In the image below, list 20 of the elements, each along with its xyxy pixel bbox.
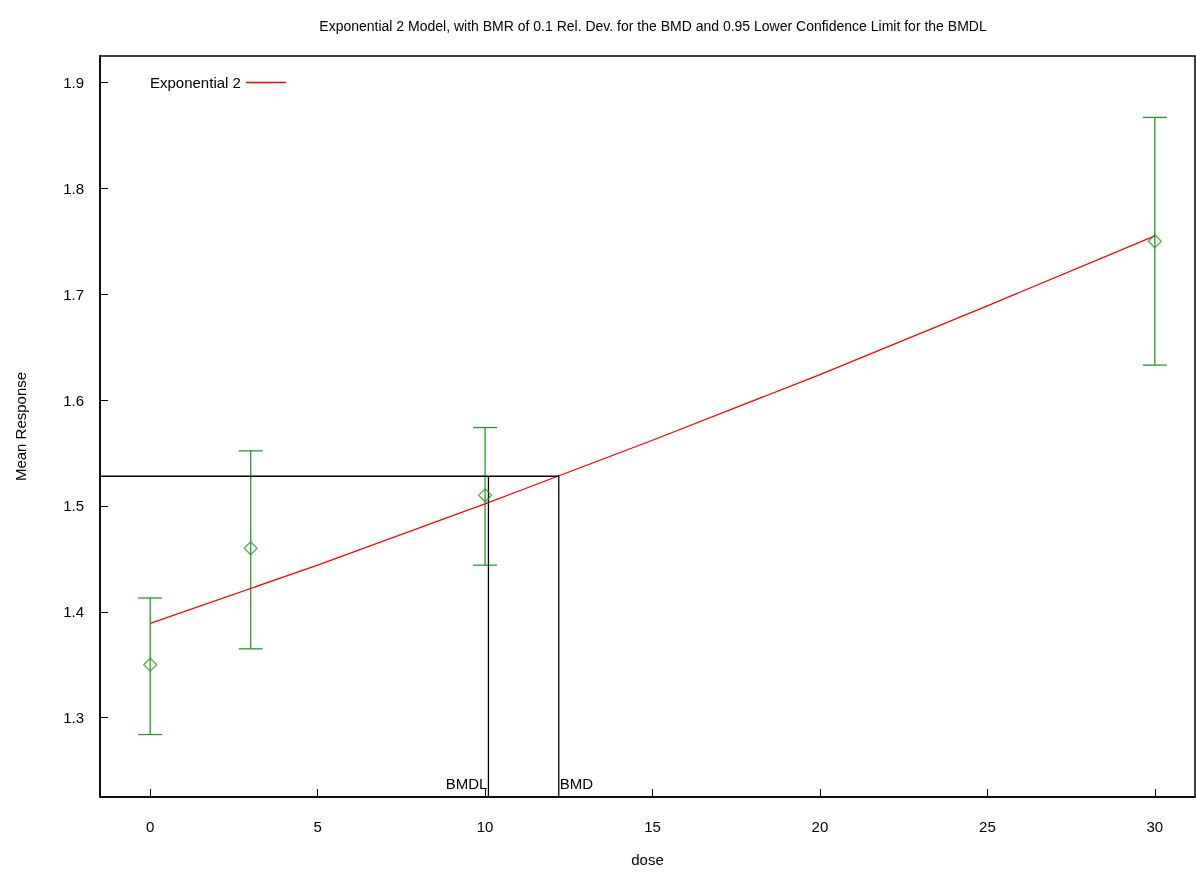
legend-label: Exponential 2 (149, 74, 241, 91)
y-axis-title: Mean Response (12, 371, 29, 482)
y-tick-label: 1.9 (63, 73, 84, 91)
x-tick-label: 30 (1146, 818, 1164, 835)
x-tick-label: 10 (476, 818, 494, 835)
y-tick-label: 1.7 (63, 285, 84, 303)
x-tick-label: 20 (811, 818, 829, 835)
x-tick-label: 25 (979, 818, 996, 835)
y-tick-label: 1.4 (63, 603, 84, 621)
y-tick-label: 1.3 (63, 709, 84, 727)
y-tick-label: 1.6 (63, 391, 84, 409)
annotation: BMDL (445, 775, 488, 792)
y-tick-label: 1.8 (63, 179, 84, 197)
annotation: BMD (559, 775, 594, 792)
chart-title: Exponential 2 Model, with BMR of 0.1 Rel. Dev. for the BMD and 0.95 Lower Confidence Limit for the BMDL (319, 18, 987, 34)
x-tick-label: 5 (313, 818, 322, 835)
x-axis-title: dose (631, 851, 664, 868)
x-tick-label: 0 (146, 818, 155, 835)
x-tick-label: 15 (644, 818, 661, 835)
y-tick-label: 1.5 (63, 497, 84, 515)
